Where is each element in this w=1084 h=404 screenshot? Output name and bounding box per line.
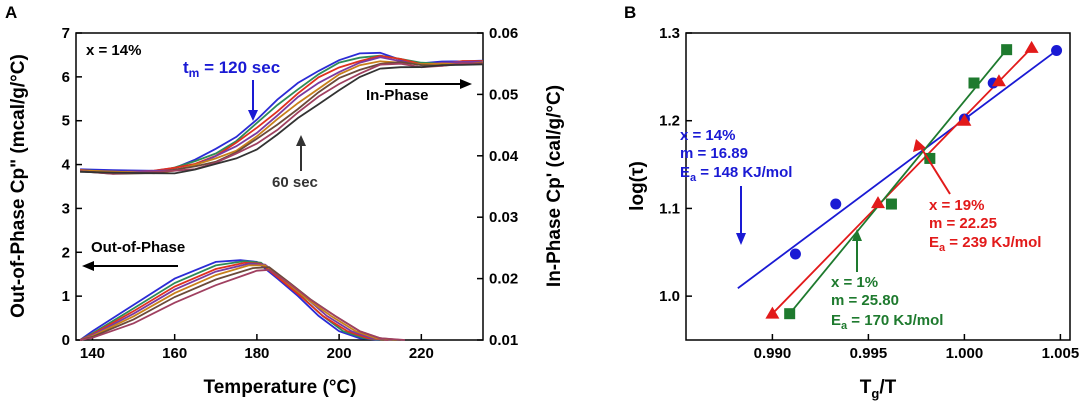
panel-b-y-axis-label: log(τ) xyxy=(627,161,648,211)
series-1-arrow-head xyxy=(852,229,862,241)
panel-a-ticks: 140 160 180 200 220 0 1 2 3 4 5 6 7 0.01 0.02 0.03 0.04 0… xyxy=(62,25,519,362)
series-19-arrow xyxy=(919,145,951,195)
panel-a-left-y-tick-label: 6 xyxy=(62,69,70,86)
in-phase-line-5 xyxy=(80,61,484,175)
panel-b-y-tick-label: 1.1 xyxy=(659,200,680,217)
panel-a-right-y-axis-label: In-Phase Cp' (cal/g/°C) xyxy=(544,85,565,287)
out-of-phase-line-1 xyxy=(79,260,385,341)
panel-a-x-tick-label: 200 xyxy=(327,345,352,362)
data-point-0-1 xyxy=(830,198,842,210)
series-19-arrow-head xyxy=(913,139,926,152)
fit-line-0 xyxy=(737,49,1058,289)
data-point-2-1 xyxy=(885,198,897,210)
composition-label: x = 14% xyxy=(86,42,141,59)
data-point-1-2 xyxy=(957,113,972,126)
sec60-annotation: 60 sec xyxy=(272,174,318,191)
out-of-phase-label: Out-of-Phase xyxy=(91,239,185,256)
data-point-1-3 xyxy=(991,74,1006,87)
fit-line-1 xyxy=(771,47,1033,315)
in-phase-line-1 xyxy=(80,54,484,174)
panel-a-left-y-tick-label: 2 xyxy=(62,244,70,261)
in-phase-line-7 xyxy=(80,63,484,175)
panel-b-label: B xyxy=(624,3,636,22)
data-points xyxy=(765,40,1063,320)
panel-b-x-tick-label: 0.990 xyxy=(754,345,792,362)
panel-a-frame xyxy=(75,32,484,341)
in-phase-line-6 xyxy=(80,62,484,175)
series-1-m: m = 25.80 xyxy=(831,292,899,309)
series-14-ea: Ea = 148 KJ/mol xyxy=(680,164,792,184)
panel-a-left-y-tick-label: 3 xyxy=(62,200,70,217)
in-phase-line-3 xyxy=(80,56,483,173)
data-point-1-1 xyxy=(871,196,885,209)
tm-arrow-head xyxy=(248,110,258,121)
tm-annotation: tm = 120 sec xyxy=(183,58,280,80)
panel-b-frame xyxy=(685,32,1071,341)
panel-a-right-y-tick-label: 0.03 xyxy=(489,209,518,226)
out-of-phase-line-4 xyxy=(79,264,397,341)
panel-a-left-y-tick-label: 4 xyxy=(62,157,71,174)
series-19-name: x = 19% xyxy=(929,197,984,214)
in-phase-line-4 xyxy=(80,60,484,175)
panel-a-x-tick-label: 180 xyxy=(244,345,269,362)
in-phase-curves xyxy=(80,51,484,175)
panel-a-left-y-tick-label: 5 xyxy=(62,113,70,130)
panel-a-right-y-tick-label: 0.04 xyxy=(489,148,519,165)
panel-b-x-axis-label: Tg/T xyxy=(860,377,897,401)
panel-a-x-tick-label: 160 xyxy=(162,345,187,362)
data-point-1-4 xyxy=(1024,40,1039,53)
panel-a-left-y-tick-label: 0 xyxy=(62,332,70,349)
series-14-m: m = 16.89 xyxy=(680,145,748,162)
fit-line-2 xyxy=(788,49,1008,315)
series-19-m: m = 22.25 xyxy=(929,215,997,232)
series-1-ea: Ea = 170 KJ/mol xyxy=(831,312,943,332)
panel-b-ticks: 0.990 0.995 1.000 1.005 1.0 1.1 1.2 1.3 xyxy=(659,25,1079,362)
panel-a-right-y-tick-label: 0.01 xyxy=(489,332,518,349)
series-19-ea: Ea = 239 KJ/mol xyxy=(929,234,1041,254)
series-14-arrow-head xyxy=(736,233,746,245)
fit-lines xyxy=(737,47,1058,315)
data-point-2-4 xyxy=(1001,44,1013,56)
panel-a: A 140 160 180 200 220 0 1 2 3 4 5 6 7 0.01 0.02 0.03 0.0… xyxy=(5,3,565,398)
out-of-phase-line-0 xyxy=(79,259,381,341)
panel-a-x-axis-label: Temperature (°C) xyxy=(204,377,357,398)
sec60-arrow-head xyxy=(296,135,306,146)
out-of-phase-arrow-head xyxy=(82,261,94,271)
out-of-phase-line-3 xyxy=(79,262,393,341)
panel-a-right-y-tick-label: 0.02 xyxy=(489,271,518,288)
panel-b-x-tick-label: 1.005 xyxy=(1042,345,1080,362)
out-of-phase-line-6 xyxy=(79,268,405,341)
panel-b-x-tick-label: 0.995 xyxy=(850,345,888,362)
panel-b-y-tick-label: 1.2 xyxy=(659,113,680,130)
data-point-2-2 xyxy=(924,152,936,164)
out-of-phase-curves xyxy=(79,259,405,341)
panel-b-y-tick-label: 1.0 xyxy=(659,288,680,305)
data-point-1-0 xyxy=(765,306,780,319)
panel-a-left-y-axis-label: Out-of-Phase Cp" (mcal/g/°C) xyxy=(8,54,29,318)
panel-a-x-tick-label: 220 xyxy=(409,345,434,362)
in-phase-arrow-head xyxy=(460,79,472,89)
data-point-0-0 xyxy=(789,248,801,260)
in-phase-line-2 xyxy=(80,54,484,174)
series-1-name: x = 1% xyxy=(831,274,878,291)
panel-a-left-y-tick-label: 1 xyxy=(62,288,70,305)
panel-a-right-y-tick-label: 0.06 xyxy=(489,25,518,42)
panel-b: B 0.990 0.995 1.000 1.005 1.0 1.1 1.2 1.3 x = 1… xyxy=(624,3,1079,401)
series-14-name: x = 14% xyxy=(680,127,735,144)
panel-a-x-tick-label: 140 xyxy=(80,345,105,362)
panel-b-x-tick-label: 1.000 xyxy=(946,345,984,362)
panel-a-left-y-tick-label: 7 xyxy=(62,25,70,42)
data-point-0-4 xyxy=(1051,45,1063,57)
panel-a-right-y-tick-label: 0.05 xyxy=(489,86,518,103)
data-point-2-0 xyxy=(784,308,796,320)
in-phase-label: In-Phase xyxy=(366,87,429,104)
panel-b-y-tick-label: 1.3 xyxy=(659,25,680,42)
data-point-2-3 xyxy=(968,77,980,89)
panel-a-label: A xyxy=(5,3,17,22)
